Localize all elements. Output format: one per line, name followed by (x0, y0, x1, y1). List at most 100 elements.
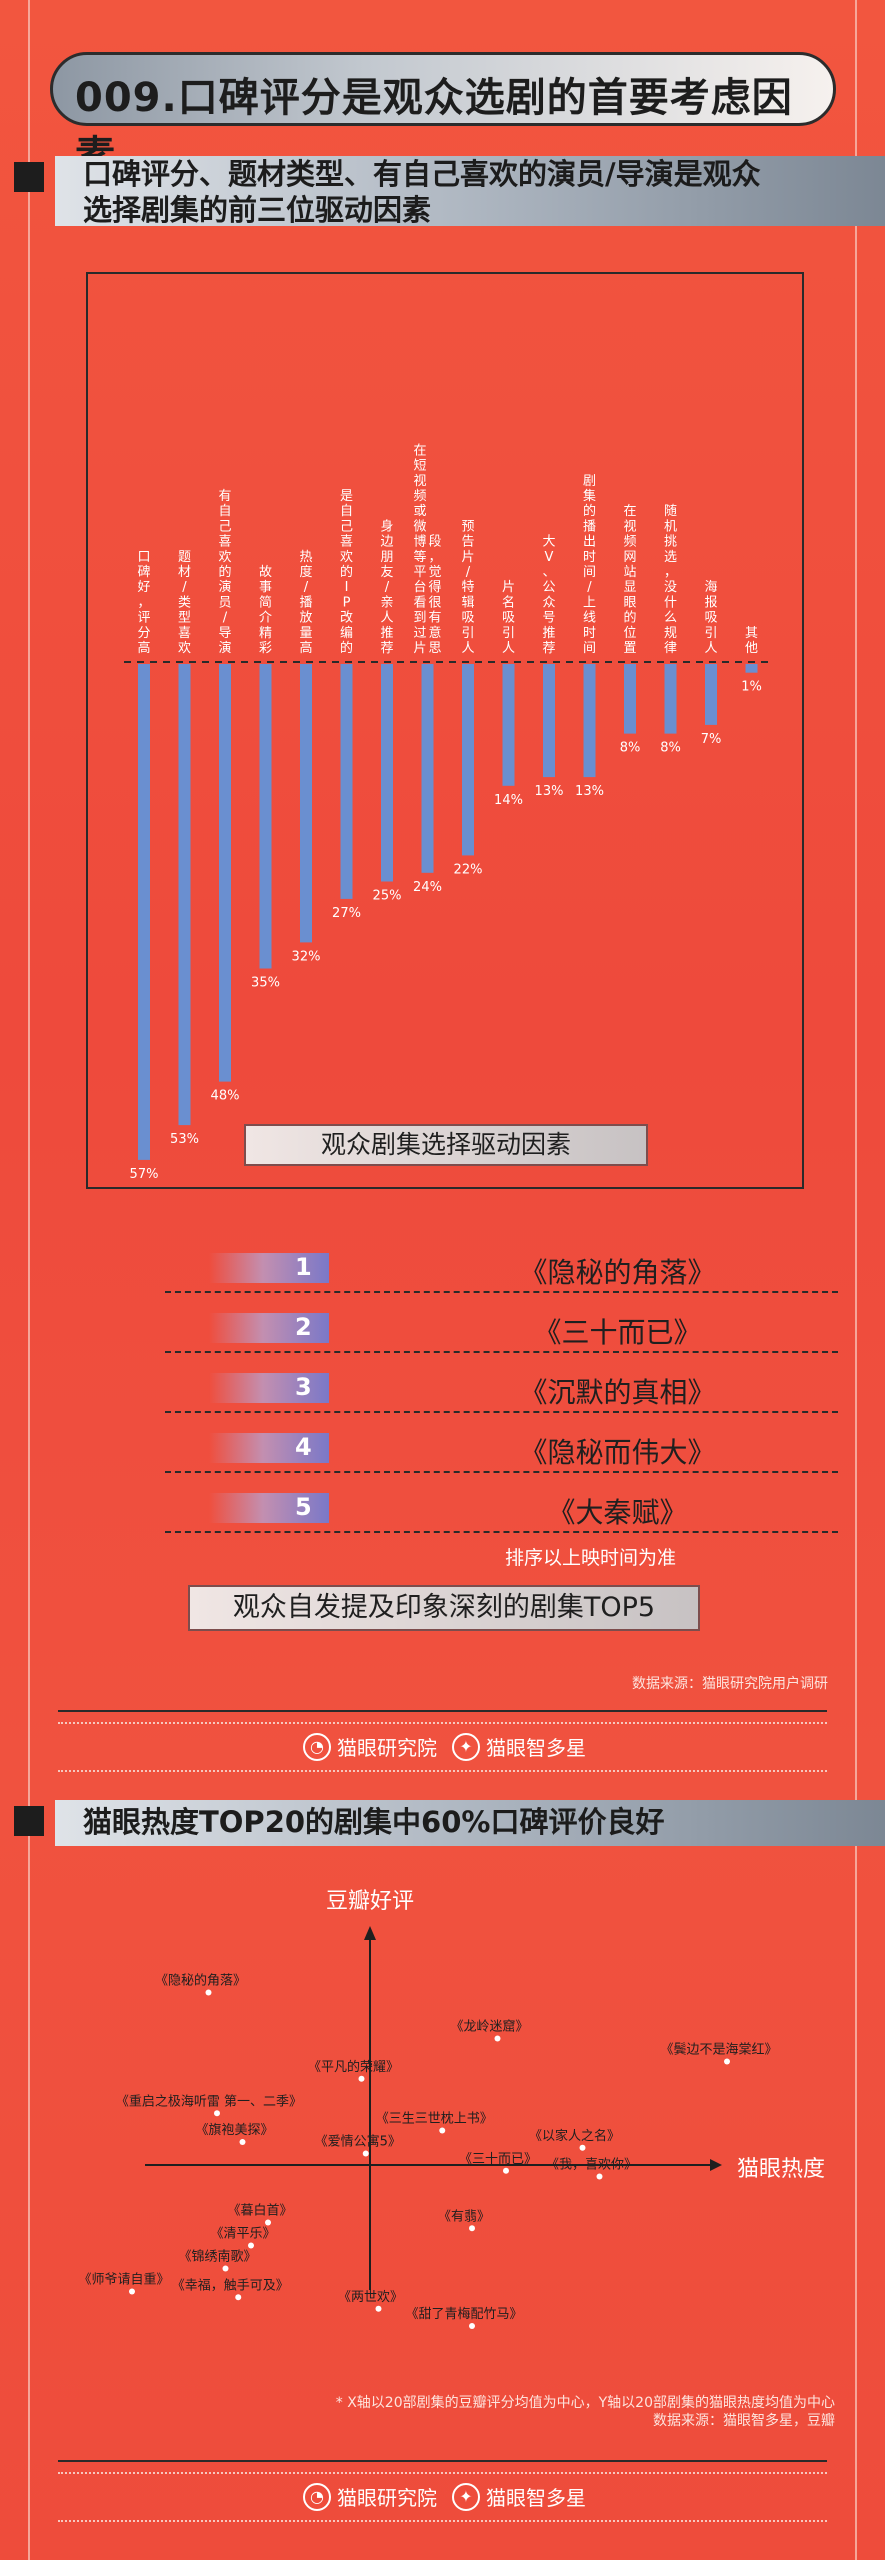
scatter-point (375, 2305, 382, 2312)
category-label-char: 机 (664, 519, 677, 534)
category-label-char: 到 (413, 611, 426, 626)
cat-logo-icon: ◔ (303, 1732, 331, 1761)
category-label-char: 告 (461, 535, 474, 550)
bar-value-label: 48% (211, 1089, 240, 1104)
category-label-char: 播 (299, 595, 312, 610)
scatter-footnote: * X轴以20部剧集的豆瓣评分均值为中心，Y轴以20部剧集的猫眼热度均值为中心 … (300, 2394, 835, 2430)
scatter-point (503, 2167, 509, 2174)
scatter-point (248, 2242, 254, 2249)
bar (138, 664, 150, 1160)
category-label-char: 或 (413, 504, 426, 519)
top5-row: 2 《三十而已》 (165, 1313, 870, 1353)
category-label-char: 在 (623, 504, 636, 519)
category-label-char: 身 (380, 518, 393, 534)
bar-chart: 57%口碑好，评分高53%题材/类型喜欢48%有自己喜欢的演员/导演35%故事简… (124, 443, 768, 1182)
category-label-char: 么 (664, 611, 677, 626)
category-label-char: 欢 (340, 550, 353, 565)
star-logo-icon: ✦ (452, 2482, 480, 2511)
category-label-char: 度 (299, 564, 312, 580)
logo-maoyan-research-bottom: ◔ 猫眼研究院 (303, 2482, 437, 2511)
category-label-char: 精 (259, 626, 272, 641)
bar (421, 664, 434, 873)
bar (705, 664, 717, 725)
category-label-char: 预 (461, 519, 474, 534)
logo-text: 猫眼智多星 (486, 2486, 586, 2510)
category-label-char: 引 (461, 626, 474, 641)
category-label-char: 自 (340, 504, 353, 519)
scatter-point-label: 《有翡》 (438, 2209, 490, 2224)
top5-row: 5 《大秦赋》 (165, 1493, 870, 1533)
category-label-char: 员 (218, 595, 231, 610)
y-axis-label: 豆瓣好评 (326, 1889, 414, 1914)
bar-chart-frame: 57% 口碑好，评分高 53% 题材 / 类型喜欢 48% 有自己喜欢的演员 / 导演 35% 故事简… (86, 272, 804, 1189)
category-label-char: 频 (413, 489, 426, 504)
logo-maoyan-zhiduoxing: ✦ 猫眼智多星 (452, 1732, 586, 1761)
category-label-char: 间 (583, 641, 596, 656)
bar (259, 664, 272, 969)
top5-note: 排序以上映时间为准 (505, 1547, 677, 1569)
scatter-point-label: 《隐秘的角落》 (155, 1973, 246, 1989)
scatter-point-label: 《两世欢》 (338, 2290, 403, 2305)
category-label-char: 什 (664, 595, 677, 610)
category-label-char: 评 (137, 611, 150, 626)
category-label-char: 的 (583, 503, 596, 519)
category-label-char: 推 (542, 626, 555, 641)
rank-badge (209, 1493, 329, 1523)
bar (502, 664, 515, 786)
row-divider (165, 1531, 838, 1533)
scatter-point (235, 2294, 242, 2301)
x-axis-label: 猫眼热度 (737, 2157, 825, 2182)
category-label-char: 觉 (428, 565, 441, 580)
category-label-char: 彩 (259, 641, 272, 656)
category-label-char: 有 (428, 611, 441, 626)
source-note-1: 数据来源：猫眼研究院用户调研 (632, 1676, 828, 1692)
top5-row: 4 《隐秘而伟大》 (165, 1433, 870, 1473)
right-border-line (855, 0, 857, 2560)
category-label-char: 片 (413, 641, 426, 656)
scatter-point (358, 2075, 365, 2082)
rank-number: 2 (295, 1313, 312, 1341)
logo-text: 猫眼研究院 (337, 2486, 437, 2510)
category-label-char: 片 (502, 580, 515, 595)
cat-logo-icon: ◔ (303, 2482, 331, 2511)
category-label-char: 引 (502, 626, 515, 641)
scatter-point-label: 《三十而已》 (459, 2152, 537, 2167)
bar-value-label: 22% (454, 862, 483, 877)
category-label-char: 过 (413, 626, 426, 641)
top5-row: 1 《隐秘的角落》 (165, 1253, 870, 1293)
category-label-char: 号 (542, 611, 555, 626)
category-label-char: V (545, 550, 554, 565)
category-label-char: 出 (583, 535, 596, 550)
category-label-char: 人 (461, 641, 474, 656)
bar (664, 664, 677, 734)
category-label-char: 人 (704, 641, 717, 656)
drama-title: 《三十而已》 (533, 1316, 702, 1349)
scatter-point-label: 《我，喜欢你》 (546, 2158, 637, 2173)
category-label-char: 播 (583, 519, 596, 534)
category-label-char: / (385, 580, 390, 595)
category-label-char: 海 (704, 580, 717, 595)
category-label-char: 名 (502, 594, 515, 610)
category-label-char: 很 (428, 595, 441, 610)
category-label-char: 人 (380, 611, 393, 626)
scatter-point (362, 2150, 369, 2157)
category-label-char: 介 (259, 611, 272, 626)
scatter-point (469, 2323, 475, 2329)
category-label-char: 喜 (218, 535, 231, 550)
category-label-char: 热 (299, 550, 312, 565)
category-label-char: 的 (340, 640, 353, 656)
bar-value-label: 32% (292, 949, 321, 964)
category-label-char: 改 (340, 611, 353, 626)
bar (340, 664, 353, 899)
category-label-char: 剧 (583, 474, 596, 489)
scatter-point (129, 2288, 135, 2295)
scatter-point-label: 《师爷请自重》 (78, 2272, 169, 2288)
category-label-char: 律 (664, 641, 677, 656)
scatter-point-label: 《爱情公寓5》 (315, 2134, 401, 2150)
category-label-char: 口 (137, 550, 150, 565)
